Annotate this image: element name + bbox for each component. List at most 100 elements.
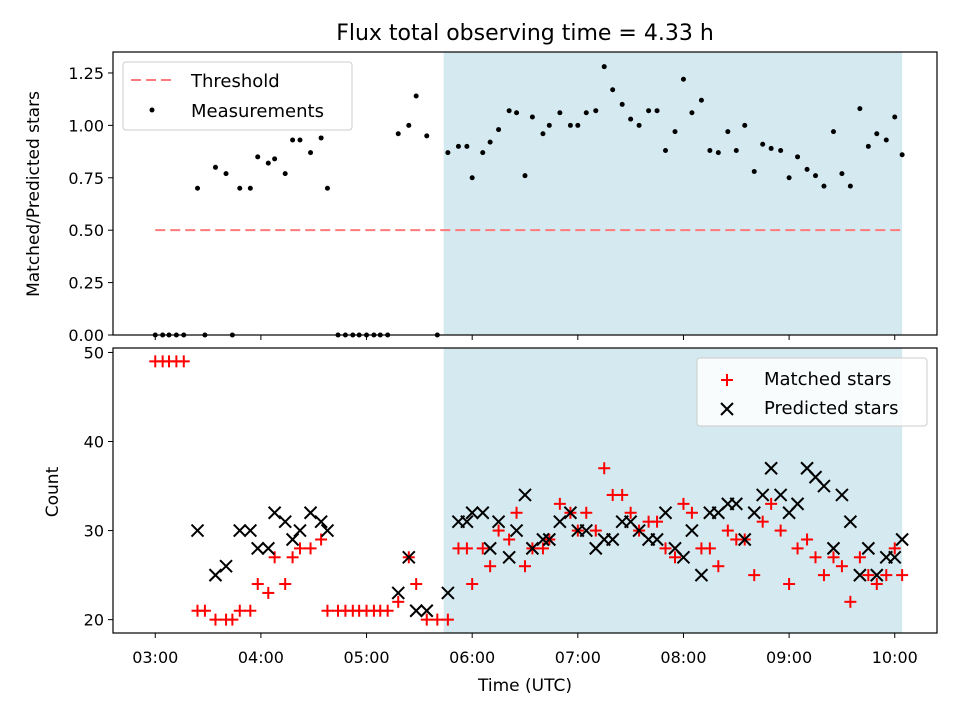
measurement-point [847,183,853,189]
legend-predicted-label: Predicted stars [764,398,898,419]
predicted-star-point [579,523,593,538]
predicted-star-point [267,506,282,520]
predicted-star-point [518,488,532,502]
x-tick-label: 06:00 [449,648,495,667]
y-tick-label: 20 [84,611,104,630]
measurement-point [610,87,616,93]
measurement-point [830,129,836,135]
top-x-ticks [154,335,896,340]
measurement-point [821,183,827,189]
measurement-point [636,122,642,128]
measurement-point [680,76,686,82]
predicted-star-point [293,523,307,538]
predicted-star-point [870,568,884,582]
measurement-point [839,171,845,177]
measurement-point [540,131,546,137]
matched-star-point [721,524,734,537]
predicted-star-point [694,568,709,582]
predicted-star-point [861,541,876,556]
predicted-star-point [658,506,673,520]
bottom-legend: Matched stars Predicted stars [696,357,928,427]
measurement-point [707,148,713,154]
measurement-point [804,166,810,172]
predicted-star-point [460,514,474,529]
matched-star-point [817,569,830,582]
measurement-point [529,114,535,120]
predicted-star-point [755,488,770,502]
measurement-point [469,175,475,181]
measurement-point [506,108,512,114]
legend-threshold-label: Threshold [190,71,280,92]
matched-star-point [198,604,211,617]
bottom-x-ticks: 03:00 04:00 05:00 06:00 07:00 08:00 09:00 10:00 [132,633,918,667]
measurement-point [395,131,401,137]
chart-title: Flux total observing time = 4.33 h [336,21,714,46]
matched-star-point [669,551,682,564]
predicted-star-point [441,586,455,600]
observing-window-shade-top [443,52,903,335]
measurement-point [874,131,880,137]
measurement-point [496,127,502,133]
matched-star-point [510,506,523,519]
matched-star-point [756,515,769,528]
y-tick-label: 50 [84,343,104,362]
predicted-star-point [303,506,318,520]
matched-star-point [209,613,222,626]
matched-star-point [809,551,822,564]
predicted-star-point [738,532,752,547]
matched-star-point [870,578,883,591]
predicted-star-point [285,532,300,547]
measurement-point [223,171,229,177]
matched-star-point [286,551,299,564]
predicted-star-point [790,497,805,511]
measurement-point [290,137,296,143]
predicted-star-point [314,514,328,529]
matched-star-point [748,569,761,582]
x-tick-label: 08:00 [660,648,706,667]
matched-star-point [589,524,602,537]
matched-star-point [233,604,246,617]
measurements-series [152,64,905,338]
measurement-point [445,150,451,156]
matched-star-point [598,462,611,475]
matched-star-point [321,604,334,617]
predicted-star-point [888,550,902,565]
measurement-point [318,135,324,141]
measurement-point [725,129,731,135]
predicted-star-point [502,550,516,565]
measurement-point [892,114,898,120]
predicted-stars-series [190,461,909,618]
matched-star-point [651,515,664,528]
matched-star-point [410,578,423,591]
measurement-point [619,101,625,107]
matched-star-point [251,578,264,591]
predicted-star-point [650,532,664,547]
matched-star-point [420,613,433,626]
measurement-point [406,122,412,128]
measurement-point [778,148,784,154]
matched-star-point [624,506,637,519]
measurement-point [255,154,261,160]
matched-star-point [519,560,531,573]
measurement-point [282,171,288,177]
x-tick-label: 07:00 [555,648,601,667]
matched-stars-series [149,355,909,626]
measurement-point [742,122,748,128]
matched-star-point [381,604,394,617]
measurement-point [247,185,253,191]
top-legend: Threshold Measurements [122,61,353,131]
matched-star-point [844,595,857,608]
legend-predicted-swatch [720,402,734,416]
predicted-star-point [278,514,292,529]
measurement-point [413,93,419,99]
measurement-point [546,122,552,128]
matched-star-point [279,578,292,591]
matched-star-point [268,551,281,564]
matched-star-point [791,542,804,555]
predicted-star-point [773,488,788,502]
measurement-point [265,160,271,166]
matched-star-point [484,560,497,573]
predicted-star-point [747,506,761,520]
